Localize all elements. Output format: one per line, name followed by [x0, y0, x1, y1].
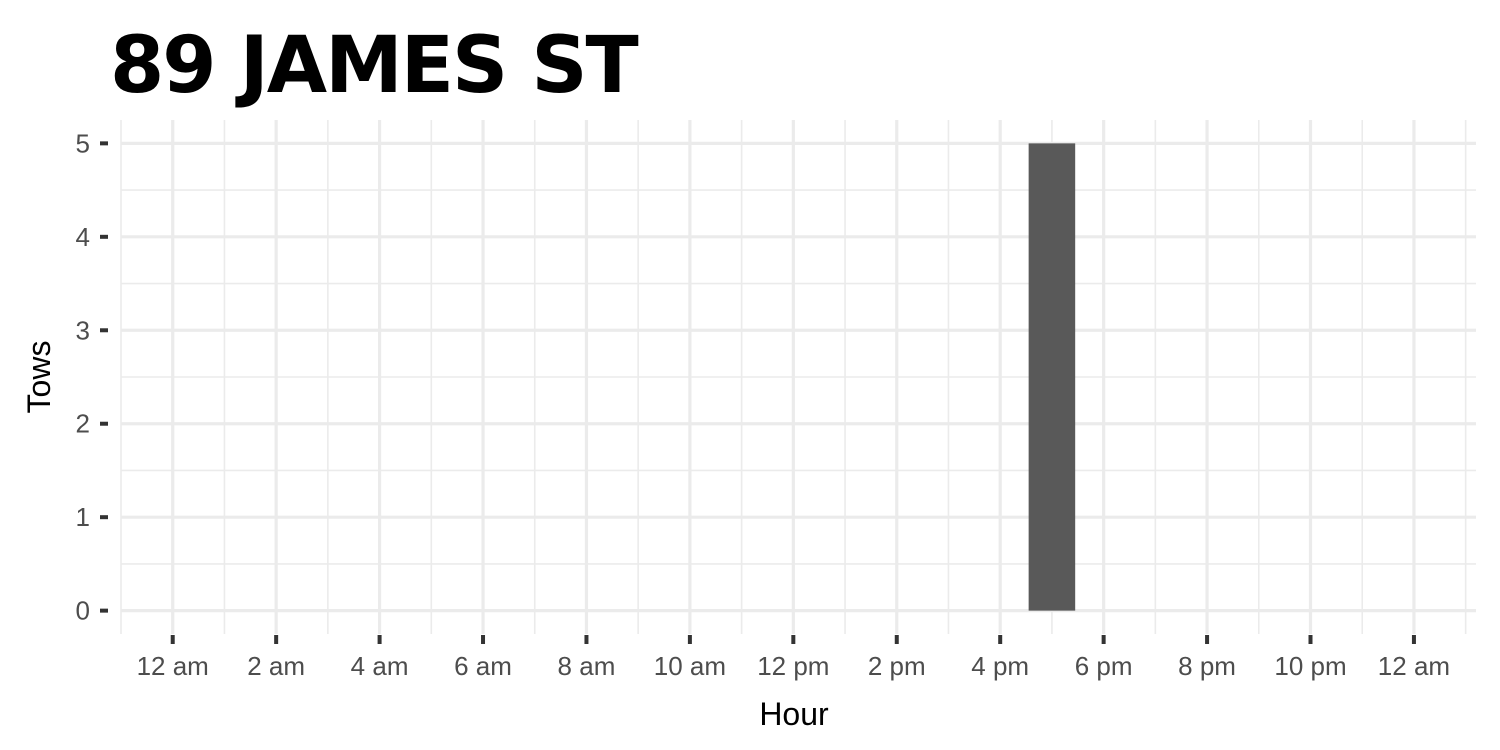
y-axis-title: Tows — [21, 341, 57, 414]
y-tick-label: 0 — [76, 596, 90, 626]
bars — [1028, 143, 1076, 611]
x-tick-label: 6 pm — [1075, 651, 1133, 681]
x-tick-label: 6 am — [454, 651, 512, 681]
bar — [1028, 143, 1076, 611]
x-axis-title: Hour — [759, 696, 829, 732]
x-tick-label: 12 am — [137, 651, 209, 681]
x-tick-label: 12 pm — [757, 651, 829, 681]
grid — [120, 120, 1476, 634]
y-tick-label: 4 — [76, 222, 90, 252]
x-tick-label: 12 am — [1378, 651, 1450, 681]
x-tick-label: 8 pm — [1178, 651, 1236, 681]
y-tick-label: 5 — [76, 128, 90, 158]
x-tick-label: 10 pm — [1274, 651, 1346, 681]
y-tick-label: 1 — [76, 502, 90, 532]
x-tick-label: 2 pm — [868, 651, 926, 681]
y-tick-label: 2 — [76, 409, 90, 439]
x-tick-label: 4 pm — [971, 651, 1029, 681]
y-tick-label: 3 — [76, 315, 90, 345]
x-tick-label: 8 am — [558, 651, 616, 681]
x-axis: 12 am 2 am 4 am 6 am 8 am 10 am 12 pm 2 pm 4 pm 6… — [137, 635, 1450, 681]
x-tick-label: 10 am — [654, 651, 726, 681]
chart-title: 89 JAMES ST — [110, 21, 638, 111]
y-axis: 0 1 2 3 4 5 — [76, 128, 108, 626]
x-tick-label: 2 am — [247, 651, 305, 681]
x-tick-label: 4 am — [351, 651, 409, 681]
